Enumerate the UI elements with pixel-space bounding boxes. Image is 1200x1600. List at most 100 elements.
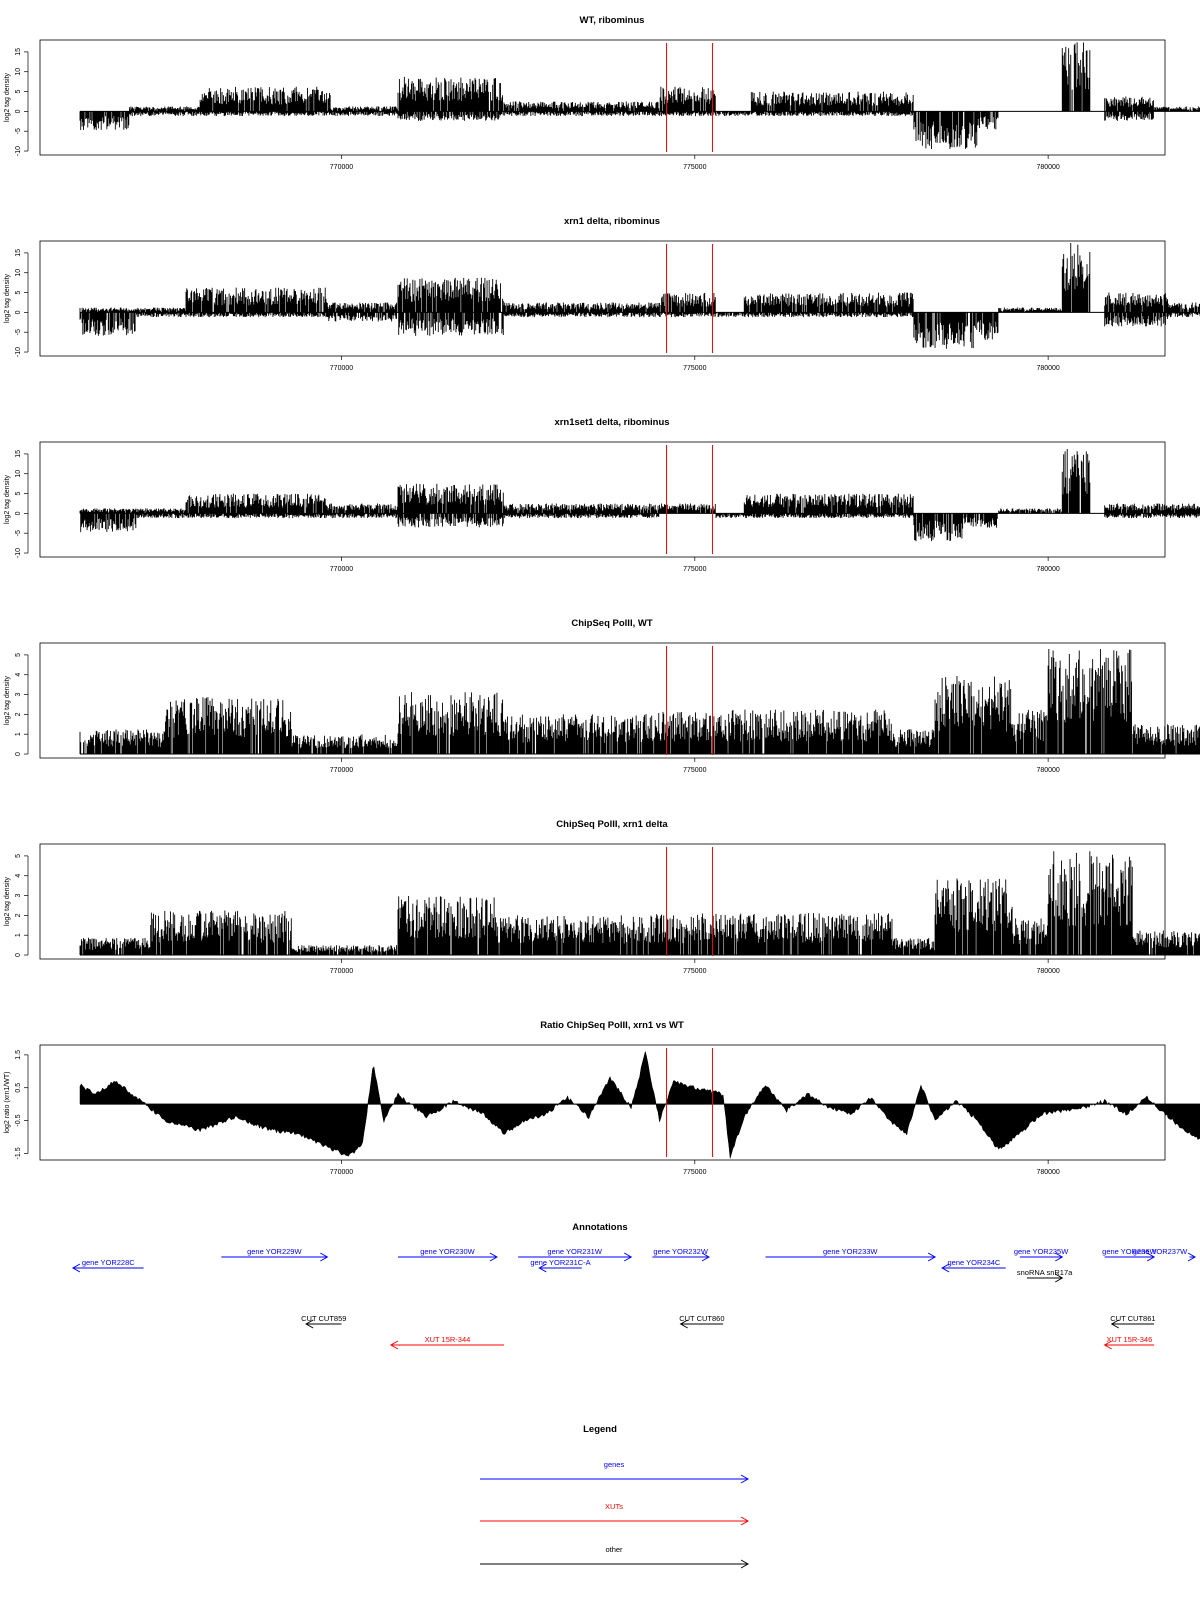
arrow-head <box>389 1340 399 1350</box>
segment <box>136 307 186 318</box>
segment-bars <box>644 913 716 956</box>
annotation-feature: gene YOR228C <box>71 1258 144 1273</box>
x-tick-label: 775000 <box>683 164 706 171</box>
annotation-feature: CUT CUT859 <box>301 1314 346 1329</box>
segment-bars <box>503 101 660 117</box>
legend-items: genes XUTs other <box>480 1460 750 1569</box>
segment-bars <box>1160 503 1200 519</box>
segment-bars <box>326 503 398 519</box>
segment <box>1104 503 1161 519</box>
segment-bars <box>659 292 716 318</box>
segment-bars <box>892 729 935 755</box>
feature-label: XUT 15R-346 <box>1107 1335 1153 1344</box>
annotation-feature: XUT 15R-344 <box>389 1335 504 1350</box>
y-axis-label: log2 ratio (xrn1/WT) <box>4 1072 11 1134</box>
x-tick-label: 780000 <box>1036 365 1059 372</box>
segment <box>1132 930 1200 956</box>
legend-label: genes <box>604 1460 625 1469</box>
x-tick-label: 775000 <box>683 968 706 975</box>
panel-title: WT, ribominus <box>580 15 645 26</box>
segment <box>1047 648 1132 755</box>
segment <box>1104 292 1169 327</box>
x-tick-label: 770000 <box>330 164 353 171</box>
plot-frame <box>39 441 1166 558</box>
plot-frame <box>39 642 1166 759</box>
segment-bars <box>998 508 1063 514</box>
panel-title: ChipSeq PolII, WT <box>571 618 652 629</box>
y-tick-label: 2 <box>15 913 22 917</box>
y-tick-label: -5 <box>15 329 22 335</box>
y-tick-label: 15 <box>15 48 22 56</box>
annotation-feature: gene YOR229W <box>221 1247 329 1262</box>
segment-bars <box>913 513 964 542</box>
y-axis-label: log2 tag density <box>4 72 11 122</box>
segment <box>503 503 660 519</box>
panel-ratio: Ratio ChipSeq PolII, xrn1 vs WT -1.5 -0.5 0… <box>4 1020 1200 1176</box>
segment <box>1047 851 1133 956</box>
y-tick-label: -0.5 <box>15 1114 22 1126</box>
legend-item: XUTs <box>480 1502 750 1526</box>
y-tick-label: 10 <box>15 68 22 76</box>
y-tick-label: 5 <box>15 492 22 496</box>
segment <box>397 896 497 956</box>
segment <box>1012 709 1048 755</box>
x-tick-label: 770000 <box>330 1169 353 1176</box>
legend-arrow <box>740 1559 750 1569</box>
y-tick-label: 5 <box>15 90 22 94</box>
segment-bars <box>185 287 328 318</box>
segment <box>79 111 130 131</box>
annotation-features: gene YOR228C gene YOR229W gene YOR230W gene… <box>71 1247 1197 1350</box>
x-axis: 770000 775000 780000 <box>330 758 1060 774</box>
segment <box>998 307 1063 313</box>
arrow-head <box>679 1319 688 1329</box>
annotation-feature: gene YOR232W <box>652 1247 710 1262</box>
x-tick-label: 770000 <box>330 968 353 975</box>
segment <box>199 86 331 117</box>
feature-label: gene YOR232W <box>653 1247 708 1256</box>
x-tick-label: 780000 <box>1036 968 1059 975</box>
y-tick-label: 10 <box>15 269 22 277</box>
segment-bars <box>977 312 999 341</box>
segment-bars <box>326 302 398 322</box>
segment <box>977 312 999 341</box>
segment-bars <box>1167 302 1200 318</box>
x-axis: 770000 775000 780000 <box>330 356 1060 372</box>
y-tick-label: 4 <box>15 874 22 878</box>
feature-label: CUT CUT861 <box>1110 1314 1155 1323</box>
segment-bars <box>715 111 751 117</box>
legend-item: other <box>480 1545 750 1569</box>
y-tick-label: 1 <box>15 732 22 736</box>
segment-bars <box>79 729 165 755</box>
segment-bars <box>998 307 1063 313</box>
plot-frame <box>39 240 1166 357</box>
segment-bars <box>1061 448 1091 514</box>
segment-bars <box>1012 709 1048 755</box>
panel-title: xrn1 delta, ribominus <box>564 216 660 227</box>
y-tick-label: 1 <box>15 933 22 937</box>
segment-bars <box>659 86 716 117</box>
y-axis-label: log2 tag density <box>4 273 11 323</box>
segment <box>1160 503 1200 519</box>
data-series <box>79 851 1200 956</box>
segment <box>1061 42 1091 112</box>
y-tick-label: 0 <box>15 752 22 756</box>
segment <box>998 508 1063 514</box>
segment <box>659 86 716 117</box>
segment-bars <box>503 503 660 519</box>
segment <box>913 312 978 349</box>
segment <box>913 513 964 542</box>
segment-bars <box>1132 724 1200 755</box>
feature-label: XUT 15R-344 <box>425 1335 471 1344</box>
arrow-head <box>71 1263 81 1273</box>
feature-label: gene YOR231C-A <box>530 1258 590 1267</box>
segment-bars <box>1104 96 1154 121</box>
segment <box>1153 106 1200 112</box>
segment <box>715 312 745 317</box>
x-tick-label: 775000 <box>683 365 706 372</box>
y-tick-label: 15 <box>15 249 22 257</box>
segment <box>715 111 751 117</box>
segment-bars <box>291 945 398 956</box>
annotation-feature: CUT CUT860 <box>679 1314 725 1329</box>
